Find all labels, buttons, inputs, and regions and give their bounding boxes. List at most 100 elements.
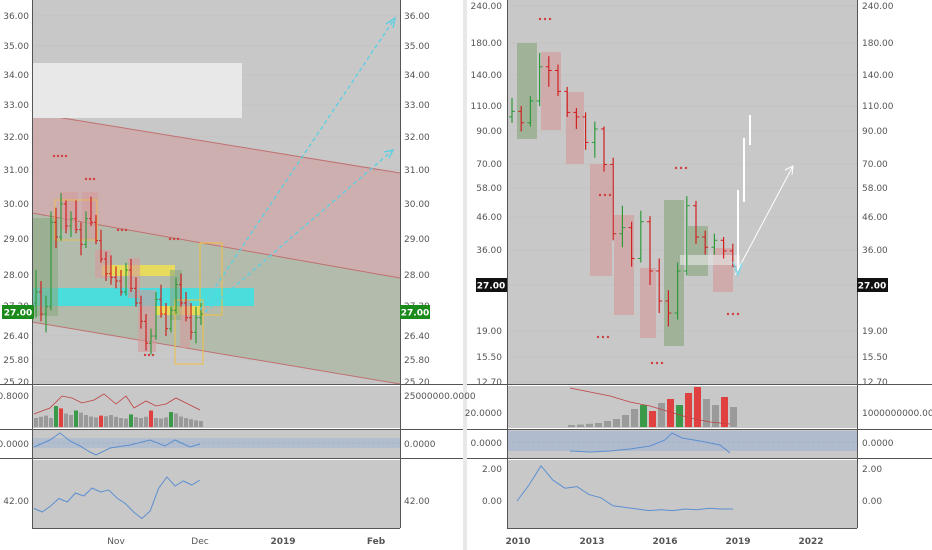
right-indicator-background xyxy=(507,460,857,528)
volume-bar xyxy=(99,415,103,427)
volume-bar xyxy=(114,416,118,427)
right-oscillator-y-tick-left: 0.0000 xyxy=(471,439,503,449)
left-price-y-tick-right: 30.00 xyxy=(404,200,430,210)
right-price-y-tick-right: 36.00 xyxy=(862,246,888,256)
left-price-y-tick-left: 36.00 xyxy=(3,12,29,22)
left-price-y-tick-right: 28.00 xyxy=(404,271,430,281)
volume-bar xyxy=(69,415,73,427)
right-price-y-tick-left: 240.00 xyxy=(471,2,503,12)
volume-bar xyxy=(164,417,168,427)
volume-bar xyxy=(703,399,710,427)
right-price-y-tick-left: 46.00 xyxy=(476,213,502,223)
right-last-price-badge-right: 27.00 xyxy=(857,278,888,292)
volume-bar xyxy=(159,418,163,427)
channel-bottom-line xyxy=(31,321,401,385)
volume-bar xyxy=(667,399,674,427)
right-support-zone xyxy=(680,255,740,265)
volume-bar xyxy=(730,407,737,427)
volume-bar xyxy=(179,416,183,427)
volume-bar xyxy=(184,418,188,427)
volume-bar xyxy=(134,417,138,427)
volume-bar xyxy=(169,412,173,427)
left-price-y-tick-right: 26.40 xyxy=(404,332,430,342)
volume-bar xyxy=(604,421,611,427)
upper-channel-top-line xyxy=(31,112,401,174)
right-candles xyxy=(509,52,736,327)
right-price-y-tick-left: 70.00 xyxy=(476,160,502,170)
left-oscillator-y-tick-right: 0.0000 xyxy=(404,440,436,450)
right-last-price-text-right: 27.00 xyxy=(858,282,886,292)
left-oscillator-band xyxy=(32,438,400,448)
left-oscillator-line xyxy=(33,432,201,456)
volume-bar xyxy=(577,424,584,427)
volume-bar xyxy=(34,418,38,427)
upper-channel-band xyxy=(32,113,400,278)
left-price-y-tick-right: 32.00 xyxy=(404,133,430,143)
volume-bar xyxy=(79,412,83,427)
volume-bar xyxy=(586,423,593,427)
left-price-y-tick-right: 25.20 xyxy=(404,378,430,388)
right-projection xyxy=(732,115,794,278)
right-last-price-text: 27.00 xyxy=(477,282,505,292)
right-oscillator-band xyxy=(507,431,857,451)
left-price-y-tick-left: 28.00 xyxy=(3,271,29,281)
left-x-tick: Feb xyxy=(367,537,386,547)
left-price-y-tick-right: 34.00 xyxy=(404,71,430,81)
right-indicator-y-tick-right: 2.00 xyxy=(862,465,882,475)
left-price-y-tick-left: 30.00 xyxy=(3,200,29,210)
left-price-y-tick-left: 34.00 xyxy=(3,71,29,81)
volume-bar xyxy=(685,393,692,427)
volume-bar xyxy=(129,414,133,427)
right-price-y-tick-right: 19.00 xyxy=(862,327,888,337)
volume-bar xyxy=(622,415,629,427)
volume-bar xyxy=(154,418,158,427)
left-pattern-boxes xyxy=(33,192,223,365)
left-price-y-tick-right: 31.00 xyxy=(404,166,430,176)
right-price-y-tick-right: 70.00 xyxy=(862,160,888,170)
right-indicator-line xyxy=(516,464,733,512)
right-price-y-tick-right: 110.00 xyxy=(862,102,894,112)
left-indicator-line xyxy=(33,476,201,520)
right-last-price-badge-left: 27.00 xyxy=(476,278,507,292)
right-price-y-tick-left: 180.00 xyxy=(471,39,503,49)
left-last-price-text: 27.00 xyxy=(4,309,32,319)
volume-bar xyxy=(59,408,63,427)
volume-bar xyxy=(595,423,602,427)
volume-bar xyxy=(144,416,148,427)
volume-bar xyxy=(39,416,43,427)
right-volume-y-tick-right: 1000000000.0000 xyxy=(862,409,932,419)
left-price-y-tick-right: 29.00 xyxy=(404,235,430,245)
right-price-y-tick-right: 140.00 xyxy=(862,71,894,81)
volume-bars xyxy=(34,387,737,427)
volume-bar xyxy=(74,410,78,427)
volume-bar xyxy=(84,415,88,427)
left-volume-background xyxy=(32,386,400,428)
right-price-y-tick-left: 140.00 xyxy=(471,71,503,81)
left-price-y-tick-left: 29.00 xyxy=(3,235,29,245)
volume-bar xyxy=(44,415,48,427)
volume-bar xyxy=(119,418,123,427)
left-oscillator-y-tick-left: 0.0000 xyxy=(0,440,29,450)
left-price-y-tick-left: 25.20 xyxy=(3,378,29,388)
left-price-y-tick-right: 33.00 xyxy=(404,101,430,111)
right-x-tick: 2022 xyxy=(798,537,823,547)
right-indicator-y-tick-left: 2.00 xyxy=(482,465,502,475)
right-oscillator-y-tick-right: 0.0000 xyxy=(862,439,894,449)
volume-bar xyxy=(194,420,198,427)
left-indicator-y-tick-left: 42.00 xyxy=(3,497,29,507)
right-price-y-tick-left: 90.00 xyxy=(476,127,502,137)
volume-bar xyxy=(89,416,93,427)
left-price-y-tick-left: 31.00 xyxy=(3,166,29,176)
volume-bar xyxy=(189,419,193,427)
right-price-y-tick-right: 58.00 xyxy=(862,184,888,194)
panel-borders xyxy=(0,0,932,529)
right-price-y-tick-left: 36.00 xyxy=(476,246,502,256)
right-indicator-y-tick-right: 0.00 xyxy=(862,497,882,507)
left-last-price-text-right: 27.00 xyxy=(401,309,429,319)
note-box[interactable] xyxy=(33,63,242,118)
left-price-y-tick-right: 36.00 xyxy=(404,12,430,22)
right-volume-ma xyxy=(569,387,731,425)
volume-bar xyxy=(568,425,575,427)
